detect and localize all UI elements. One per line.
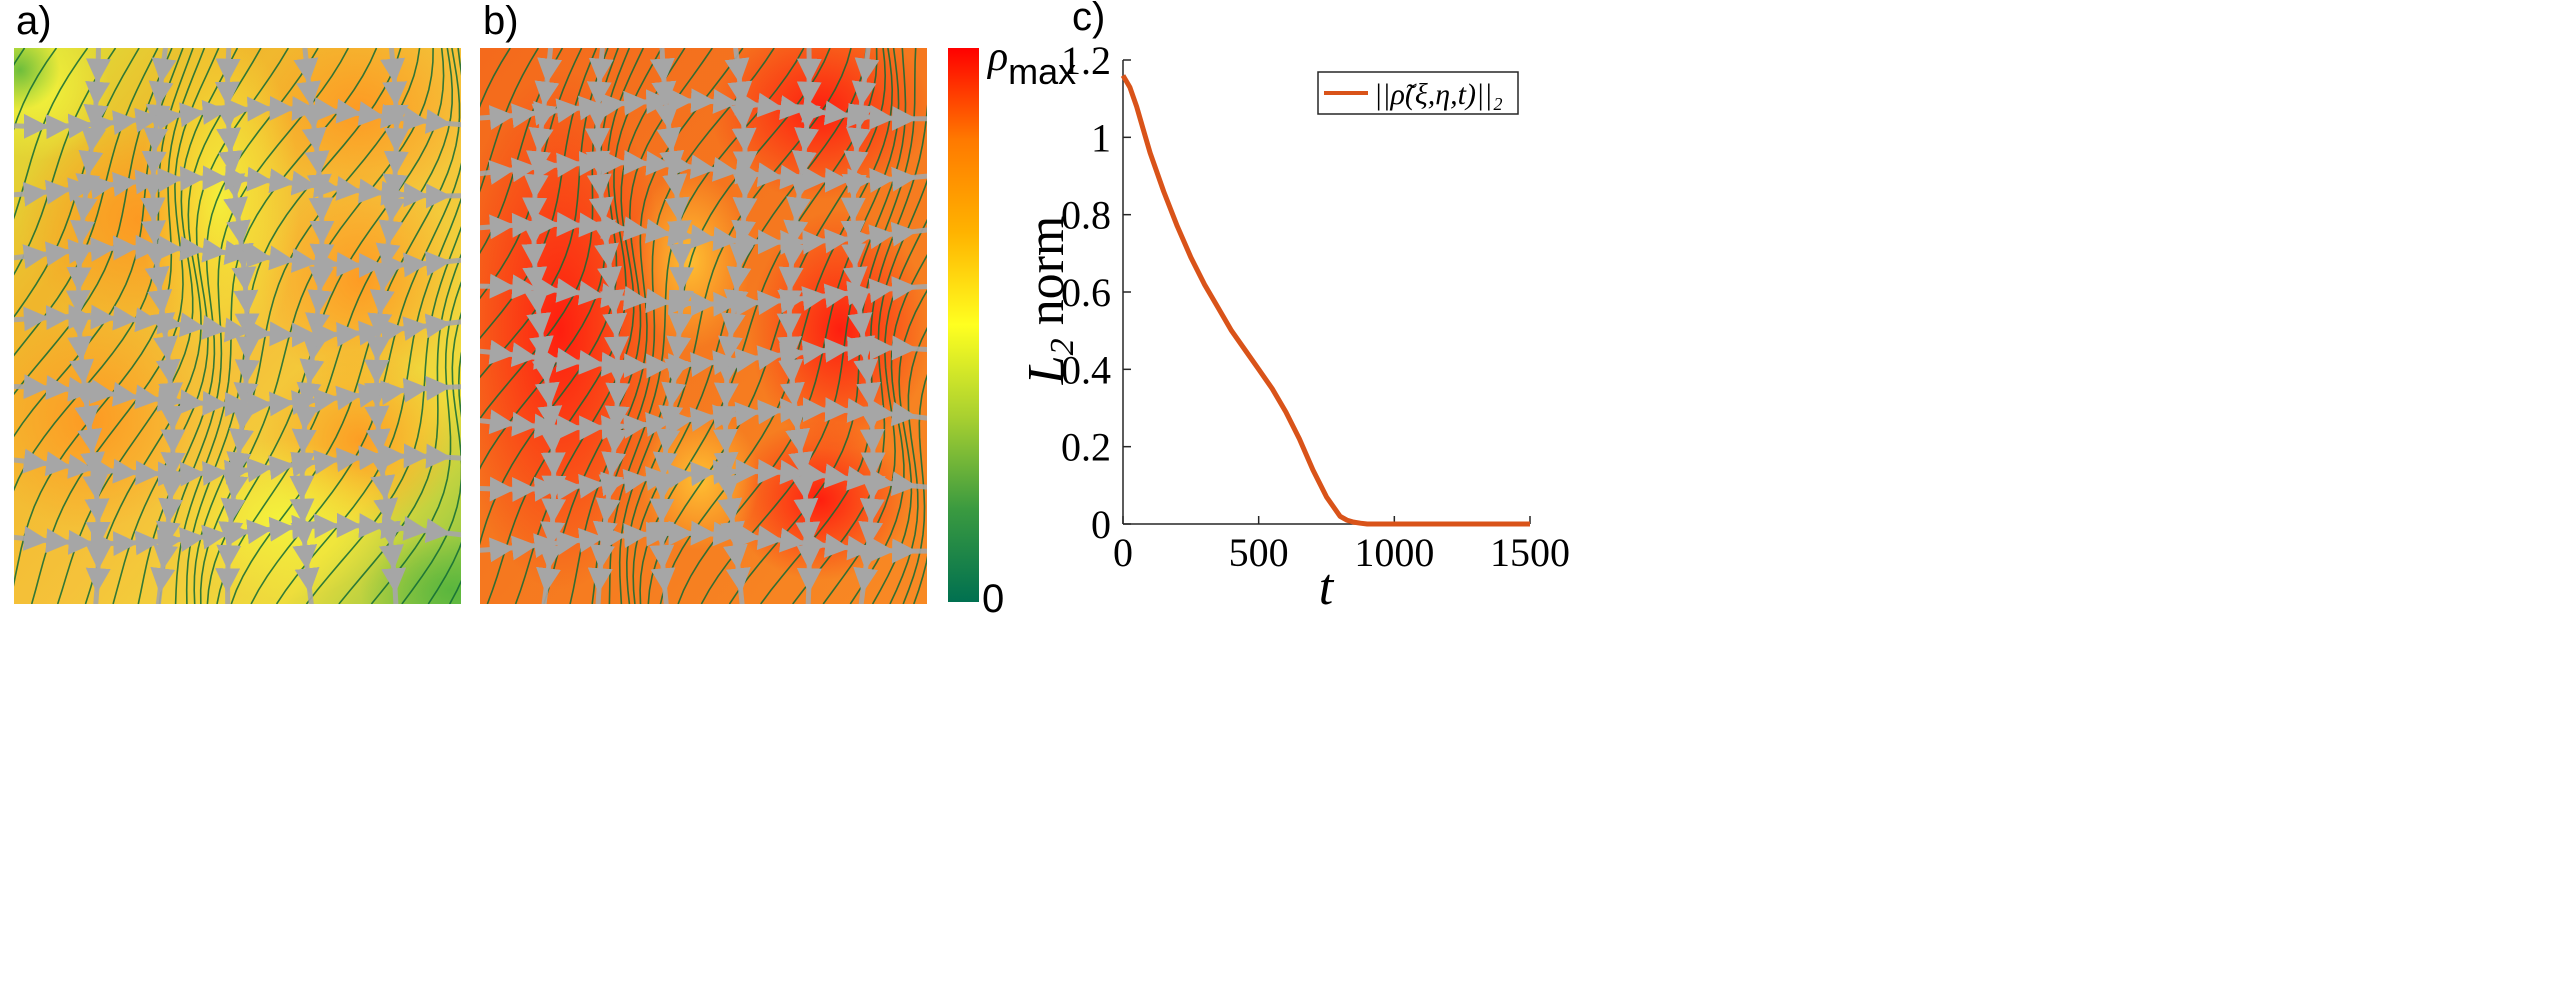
streamline [401, 311, 461, 604]
panel-b-flow-arrows [480, 48, 927, 604]
colorbar-max-label: ρmax [986, 34, 1076, 92]
flow-arrow [480, 149, 927, 194]
flow-arrow [776, 48, 822, 604]
flow-arrow [840, 48, 886, 604]
x-axis-label: t [1319, 559, 1335, 616]
flow-arrow [14, 95, 461, 140]
panel-b-label: b) [483, 0, 519, 43]
streamline [480, 48, 539, 193]
flow-arrow [480, 458, 927, 502]
y-tick-label: 0.8 [1061, 193, 1111, 238]
flow-arrow [14, 165, 461, 209]
y-tick-label: 1.2 [1061, 38, 1111, 83]
y-axis-label-subscript: 2 [1044, 338, 1081, 355]
flow-arrow [480, 273, 927, 317]
y-tick-label: 0.4 [1061, 347, 1111, 392]
y-axis-label-norm: norm [1018, 216, 1075, 339]
chart-axes [1122, 60, 1530, 525]
x-tick-label: 1000 [1354, 530, 1434, 575]
flow-arrow [480, 397, 927, 441]
y-tick-label: 1 [1091, 115, 1111, 160]
legend-entry: ||ρ̃(ξ,η,t)||₂ [1374, 78, 1503, 111]
y-tick-label: 0.6 [1061, 270, 1111, 315]
panel-c-chart: 00.20.40.60.811.20 500 1000 1500 L2 norm t … [1018, 38, 1570, 616]
panel-a-label: a) [16, 0, 52, 43]
flow-arrow [14, 304, 461, 348]
flow-arrow [712, 48, 758, 604]
panel-c-label: c) [1072, 0, 1105, 39]
flow-arrow [14, 374, 461, 418]
chart-ticks: 0 0.2 0.4 0.6 0.8 1 1.2 0 500 1000 1500 [1061, 38, 1570, 575]
colorbar-min-label: 0 [982, 577, 1004, 621]
streamline [871, 289, 927, 604]
flow-arrow [585, 48, 631, 604]
y-axis-label-L: L [1018, 355, 1075, 385]
panel-a-flow-arrows [14, 48, 461, 604]
chart-series [1120, 74, 1530, 527]
colorbar: ρmax 0 [948, 34, 1076, 621]
streamline [480, 48, 598, 340]
panel-b-field [480, 48, 927, 604]
streamline [849, 254, 927, 604]
streamline [913, 555, 927, 604]
flow-arrow [14, 443, 461, 487]
streamline [14, 48, 89, 220]
flow-arrow [480, 520, 927, 564]
flow-arrow [480, 211, 927, 255]
flow-arrow [480, 88, 927, 131]
streamline [889, 326, 927, 604]
x-tick-label: 500 [1229, 530, 1289, 575]
flow-arrow [521, 48, 567, 604]
legend: ||ρ̃(ξ,η,t)||₂ [1317, 71, 1519, 115]
flow-arrow [14, 234, 461, 279]
y-tick-label: 0.2 [1061, 425, 1111, 470]
colorbar-gradient [948, 48, 979, 602]
flow-arrow [14, 512, 461, 557]
streamline [14, 48, 117, 276]
flow-arrow [649, 48, 695, 604]
flow-arrow [480, 335, 927, 379]
streamline [902, 373, 927, 604]
series-line [1120, 74, 1530, 527]
y-tick-label: 0 [1091, 502, 1111, 547]
x-tick-label: 1500 [1490, 530, 1570, 575]
y-axis-label: L2 norm [1018, 216, 1081, 386]
panel-a-field [14, 48, 461, 604]
x-tick-label: 0 [1113, 530, 1133, 575]
